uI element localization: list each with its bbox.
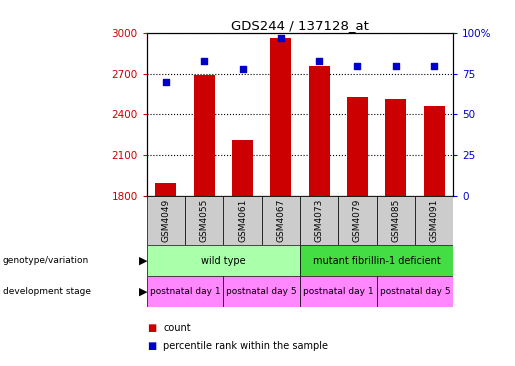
Bar bbox=[308, 66, 330, 196]
Point bbox=[391, 63, 400, 68]
Text: GSM4049: GSM4049 bbox=[161, 199, 170, 242]
Text: GSM4055: GSM4055 bbox=[200, 199, 209, 242]
Text: GSM4061: GSM4061 bbox=[238, 199, 247, 242]
FancyBboxPatch shape bbox=[185, 196, 224, 245]
Text: GSM4085: GSM4085 bbox=[391, 199, 400, 242]
Title: GDS244 / 137128_at: GDS244 / 137128_at bbox=[231, 19, 369, 32]
Bar bbox=[156, 183, 177, 196]
FancyBboxPatch shape bbox=[300, 196, 338, 245]
FancyBboxPatch shape bbox=[376, 276, 453, 307]
Text: development stage: development stage bbox=[3, 287, 91, 296]
Text: GSM4067: GSM4067 bbox=[277, 199, 285, 242]
FancyBboxPatch shape bbox=[224, 276, 300, 307]
Text: percentile rank within the sample: percentile rank within the sample bbox=[163, 341, 328, 351]
FancyBboxPatch shape bbox=[147, 196, 185, 245]
FancyBboxPatch shape bbox=[262, 196, 300, 245]
Text: postnatal day 1: postnatal day 1 bbox=[303, 287, 373, 296]
Point bbox=[315, 58, 323, 64]
FancyBboxPatch shape bbox=[338, 196, 376, 245]
Bar bbox=[423, 106, 444, 196]
Point bbox=[353, 63, 362, 68]
Text: ■: ■ bbox=[147, 341, 156, 351]
FancyBboxPatch shape bbox=[300, 276, 376, 307]
Text: postnatal day 1: postnatal day 1 bbox=[150, 287, 220, 296]
FancyBboxPatch shape bbox=[415, 196, 453, 245]
Point bbox=[162, 79, 170, 85]
Text: genotype/variation: genotype/variation bbox=[3, 256, 89, 265]
Text: GSM4079: GSM4079 bbox=[353, 199, 362, 242]
Text: mutant fibrillin-1 deficient: mutant fibrillin-1 deficient bbox=[313, 256, 440, 266]
Point bbox=[238, 66, 247, 72]
Text: ■: ■ bbox=[147, 322, 156, 333]
Text: ▶: ▶ bbox=[139, 287, 148, 297]
Bar bbox=[347, 97, 368, 196]
FancyBboxPatch shape bbox=[300, 245, 453, 276]
Point bbox=[277, 35, 285, 41]
Bar bbox=[385, 100, 406, 196]
Text: postnatal day 5: postnatal day 5 bbox=[227, 287, 297, 296]
FancyBboxPatch shape bbox=[147, 245, 300, 276]
FancyBboxPatch shape bbox=[376, 196, 415, 245]
Bar bbox=[194, 75, 215, 196]
Text: postnatal day 5: postnatal day 5 bbox=[380, 287, 450, 296]
Point bbox=[200, 58, 209, 64]
FancyBboxPatch shape bbox=[224, 196, 262, 245]
Point bbox=[430, 63, 438, 68]
Text: wild type: wild type bbox=[201, 256, 246, 266]
FancyBboxPatch shape bbox=[147, 276, 224, 307]
Text: ▶: ▶ bbox=[139, 256, 148, 266]
Bar bbox=[232, 140, 253, 196]
Text: count: count bbox=[163, 322, 191, 333]
Text: GSM4073: GSM4073 bbox=[315, 199, 323, 242]
Text: GSM4091: GSM4091 bbox=[430, 199, 439, 242]
Bar bbox=[270, 38, 291, 196]
